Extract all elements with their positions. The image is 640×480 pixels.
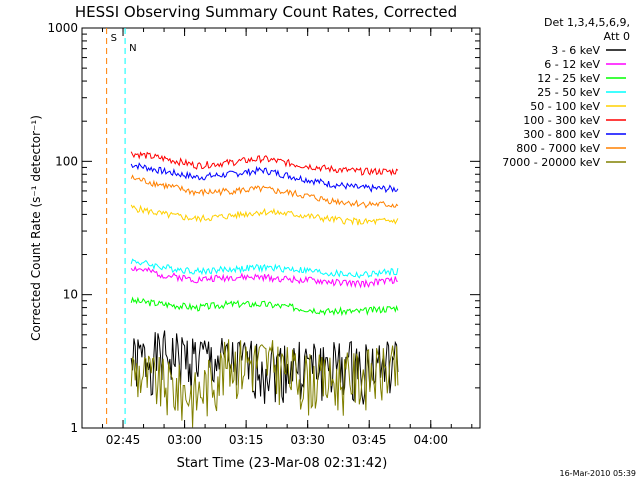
y-tick-label-0: 1 <box>70 421 78 435</box>
y-tick-label-3: 1000 <box>47 21 78 35</box>
x-axis-label: Start Time (23-Mar-08 02:31:42) <box>177 456 388 471</box>
x-tick-label-1: 03:00 <box>167 433 202 447</box>
legend-label-1: 6 - 12 keV <box>544 58 600 71</box>
legend-label-2: 12 - 25 keV <box>537 72 600 85</box>
series-line-8 <box>130 339 399 428</box>
legend-label-4: 50 - 100 keV <box>530 100 600 113</box>
plot-area <box>130 151 399 428</box>
y-tick-label-2: 100 <box>55 154 78 168</box>
legend-label-5: 100 - 300 keV <box>523 114 600 127</box>
x-tick-label-0: 02:45 <box>106 433 141 447</box>
legend-label-0: 3 - 6 keV <box>551 44 600 57</box>
series-line-1 <box>130 265 398 289</box>
legend-label-6: 300 - 800 keV <box>523 128 600 141</box>
series-line-4 <box>130 204 399 226</box>
plot-frame <box>81 27 481 429</box>
flag-marker-label-1: N <box>129 43 136 54</box>
legend-label-3: 25 - 50 keV <box>537 86 600 99</box>
legend-header-line-2: Att 0 <box>604 30 630 43</box>
series-line-7 <box>130 174 399 209</box>
y-axis-label: Corrected Count Rate (s⁻¹ detector⁻¹) <box>29 115 43 341</box>
flag-marker-label-0: S <box>111 33 117 44</box>
x-tick-label-3: 03:30 <box>290 433 325 447</box>
legend-label-7: 800 - 7000 keV <box>516 142 600 155</box>
footer-timestamp: 16-Mar-2010 05:39 <box>560 469 637 478</box>
x-tick-label-2: 03:15 <box>229 433 264 447</box>
series-line-6 <box>130 162 399 194</box>
x-tick-label-4: 03:45 <box>352 433 387 447</box>
series-line-3 <box>130 258 399 279</box>
x-tick-label-5: 04:00 <box>413 433 448 447</box>
series-line-2 <box>130 296 399 317</box>
chart-title: HESSI Observing Summary Count Rates, Cor… <box>75 3 457 21</box>
legend-header-line-1: Det 1,3,4,5,6,9, <box>544 16 630 29</box>
series-line-5 <box>130 151 399 176</box>
series-line-0 <box>130 330 399 405</box>
y-tick-label-1: 10 <box>63 288 78 302</box>
legend-label-8: 7000 - 20000 keV <box>502 156 600 169</box>
